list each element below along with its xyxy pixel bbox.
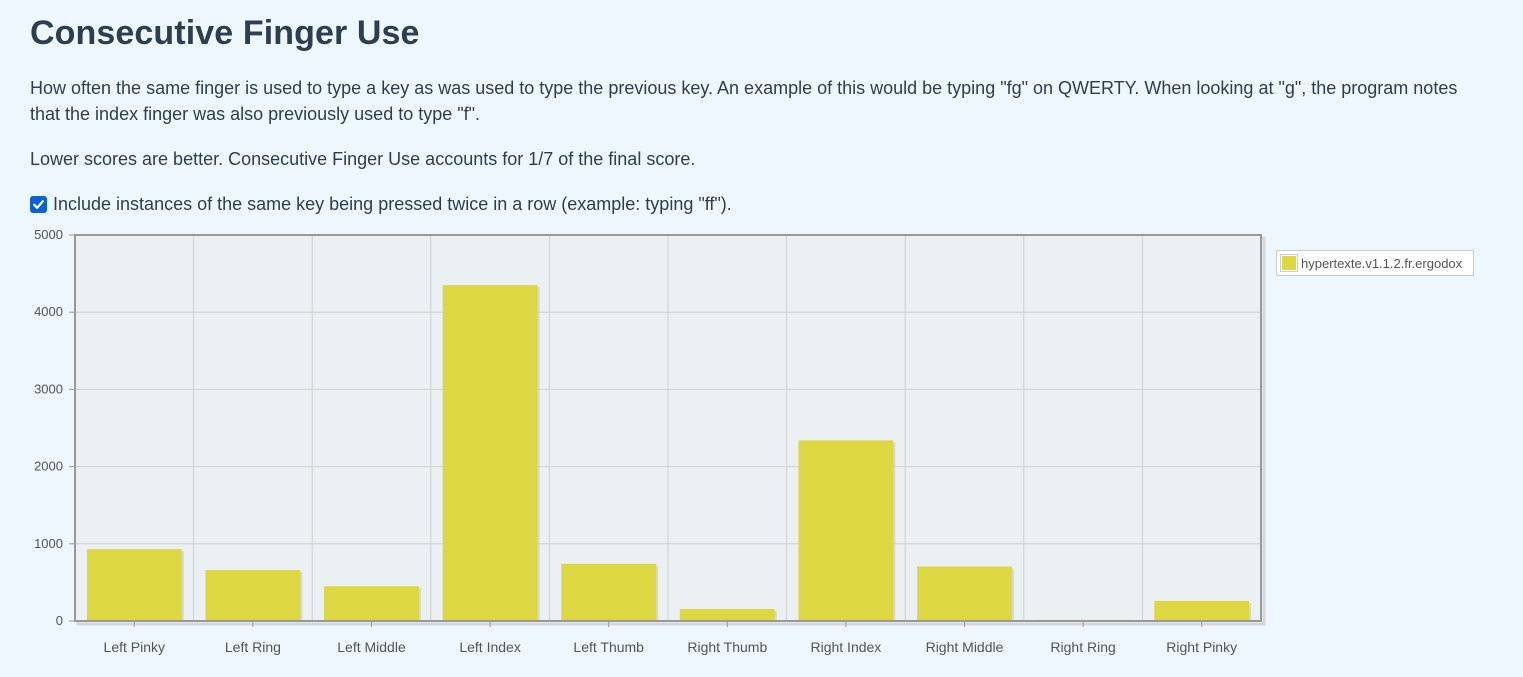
x-tick-label: Left Ring xyxy=(225,639,281,655)
x-tick-label: Right Index xyxy=(810,639,881,655)
bar-right-index xyxy=(798,440,894,621)
x-tick-label: Right Thumb xyxy=(687,639,767,655)
x-tick-label: Left Thumb xyxy=(573,639,644,655)
y-axis-ticks: 0 1000 2000 3000 4000 5000 xyxy=(34,227,75,628)
bar-left-ring xyxy=(205,570,301,621)
legend: hypertexte.v1.1.2.fr.ergodox xyxy=(1276,250,1474,276)
checkmark-icon xyxy=(33,199,44,209)
include-repeats-option[interactable]: Include instances of the same key being … xyxy=(30,191,732,217)
x-tick-label: Right Pinky xyxy=(1166,639,1237,655)
page-title: Consecutive Finger Use xyxy=(30,14,420,52)
bar-left-index xyxy=(442,285,538,621)
y-tick-label: 1000 xyxy=(34,536,63,551)
description-text: How often the same finger is used to typ… xyxy=(30,78,1458,124)
include-repeats-label: Include instances of the same key being … xyxy=(53,194,732,214)
y-tick-label: 2000 xyxy=(34,459,63,474)
x-tick-label: Left Pinky xyxy=(104,639,165,655)
x-tick-label: Left Index xyxy=(459,639,521,655)
bar-left-pinky xyxy=(86,549,182,621)
x-tick-label: Right Ring xyxy=(1050,639,1115,655)
scoring-note: Lower scores are better. Consecutive Fin… xyxy=(30,149,696,169)
x-tick-label: Right Middle xyxy=(926,639,1004,655)
x-tick-label: Left Middle xyxy=(337,639,406,655)
bar-left-thumb xyxy=(561,563,657,621)
y-tick-label: 3000 xyxy=(34,381,63,396)
bar-right-thumb xyxy=(679,609,775,621)
x-axis-ticks: Left Pinky Left Ring Left Middle Left Index… xyxy=(104,621,1237,655)
include-repeats-checkbox[interactable] xyxy=(30,195,47,213)
bar-left-middle xyxy=(324,586,419,621)
legend-label: hypertexte.v1.1.2.fr.ergodox xyxy=(1301,255,1463,271)
bar-right-pinky xyxy=(1154,600,1250,621)
y-tick-label: 4000 xyxy=(34,304,63,319)
y-tick-label: 0 xyxy=(56,613,63,628)
bar-right-middle xyxy=(917,566,1012,621)
y-tick-label: 5000 xyxy=(34,227,63,242)
plot-border xyxy=(74,234,1262,622)
legend-swatch xyxy=(1280,254,1298,272)
